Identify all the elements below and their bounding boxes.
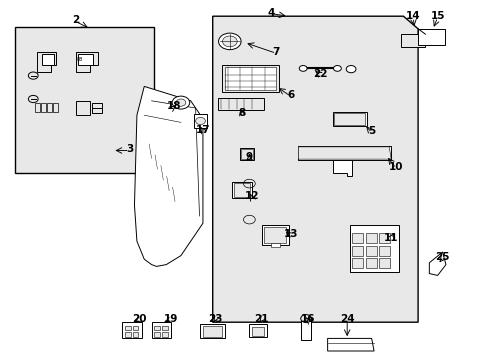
Bar: [233, 183, 250, 197]
Text: 12: 12: [244, 191, 259, 201]
Bar: [249, 324, 266, 337]
Bar: [264, 227, 285, 243]
Circle shape: [218, 33, 241, 50]
Text: 13: 13: [283, 229, 298, 239]
Bar: [15, 27, 154, 173]
Text: 9: 9: [245, 152, 252, 162]
Bar: [200, 324, 224, 338]
Text: 2: 2: [72, 15, 79, 25]
Bar: [222, 65, 278, 92]
Circle shape: [172, 96, 189, 109]
Polygon shape: [298, 146, 390, 160]
Text: 19: 19: [163, 314, 178, 324]
Text: 10: 10: [388, 162, 403, 172]
Bar: [251, 327, 264, 336]
Circle shape: [333, 66, 341, 71]
Bar: [35, 103, 40, 112]
Bar: [162, 326, 167, 330]
Bar: [92, 103, 102, 113]
Text: 3: 3: [126, 144, 133, 154]
Bar: [333, 113, 365, 125]
Bar: [154, 332, 160, 337]
Circle shape: [195, 117, 205, 125]
Bar: [349, 225, 398, 272]
Bar: [193, 114, 207, 128]
Bar: [41, 54, 54, 65]
Text: 5: 5: [367, 126, 374, 136]
Bar: [132, 326, 138, 330]
Polygon shape: [327, 338, 373, 351]
Text: 21: 21: [254, 314, 268, 324]
Bar: [124, 326, 130, 330]
Circle shape: [346, 66, 355, 73]
Bar: [203, 326, 222, 337]
Bar: [351, 233, 362, 243]
Text: 7: 7: [272, 47, 280, 57]
Text: 8: 8: [238, 108, 245, 118]
Bar: [41, 103, 46, 112]
Text: 6: 6: [287, 90, 294, 100]
Bar: [151, 322, 171, 338]
Polygon shape: [400, 34, 425, 47]
Polygon shape: [428, 252, 445, 275]
Text: 16: 16: [300, 314, 315, 324]
Bar: [217, 98, 264, 110]
Text: 4: 4: [267, 8, 275, 18]
Text: 23: 23: [207, 314, 222, 324]
Polygon shape: [332, 160, 351, 176]
Bar: [124, 332, 130, 337]
Bar: [122, 322, 142, 338]
Polygon shape: [76, 52, 98, 72]
Polygon shape: [212, 16, 417, 322]
Bar: [132, 332, 138, 337]
Circle shape: [299, 66, 306, 71]
Bar: [379, 258, 389, 268]
Bar: [365, 258, 376, 268]
Bar: [232, 182, 251, 198]
Polygon shape: [417, 29, 444, 45]
Text: 88: 88: [77, 57, 83, 62]
Bar: [76, 101, 90, 115]
Text: 25: 25: [434, 252, 449, 262]
Bar: [53, 103, 58, 112]
Bar: [224, 67, 276, 90]
Text: 14: 14: [405, 11, 420, 21]
Bar: [332, 112, 366, 126]
Bar: [162, 332, 167, 337]
Text: 24: 24: [339, 314, 354, 324]
Bar: [351, 258, 362, 268]
Bar: [351, 246, 362, 256]
Circle shape: [300, 315, 311, 323]
Text: 22: 22: [312, 69, 327, 79]
Bar: [154, 326, 160, 330]
Text: 11: 11: [383, 233, 398, 243]
Text: 18: 18: [166, 101, 181, 111]
Bar: [379, 246, 389, 256]
Bar: [78, 54, 93, 65]
Text: 15: 15: [429, 11, 444, 21]
Bar: [271, 243, 280, 247]
Bar: [365, 233, 376, 243]
Text: 20: 20: [132, 314, 146, 324]
Bar: [300, 317, 311, 340]
Polygon shape: [298, 147, 390, 159]
Polygon shape: [37, 52, 56, 72]
Bar: [261, 225, 288, 245]
Circle shape: [176, 99, 185, 106]
Bar: [239, 148, 254, 160]
Polygon shape: [134, 86, 203, 266]
Circle shape: [222, 36, 237, 47]
Text: 17: 17: [195, 125, 210, 135]
Bar: [47, 103, 52, 112]
Bar: [379, 233, 389, 243]
Bar: [241, 149, 252, 159]
Bar: [365, 246, 376, 256]
